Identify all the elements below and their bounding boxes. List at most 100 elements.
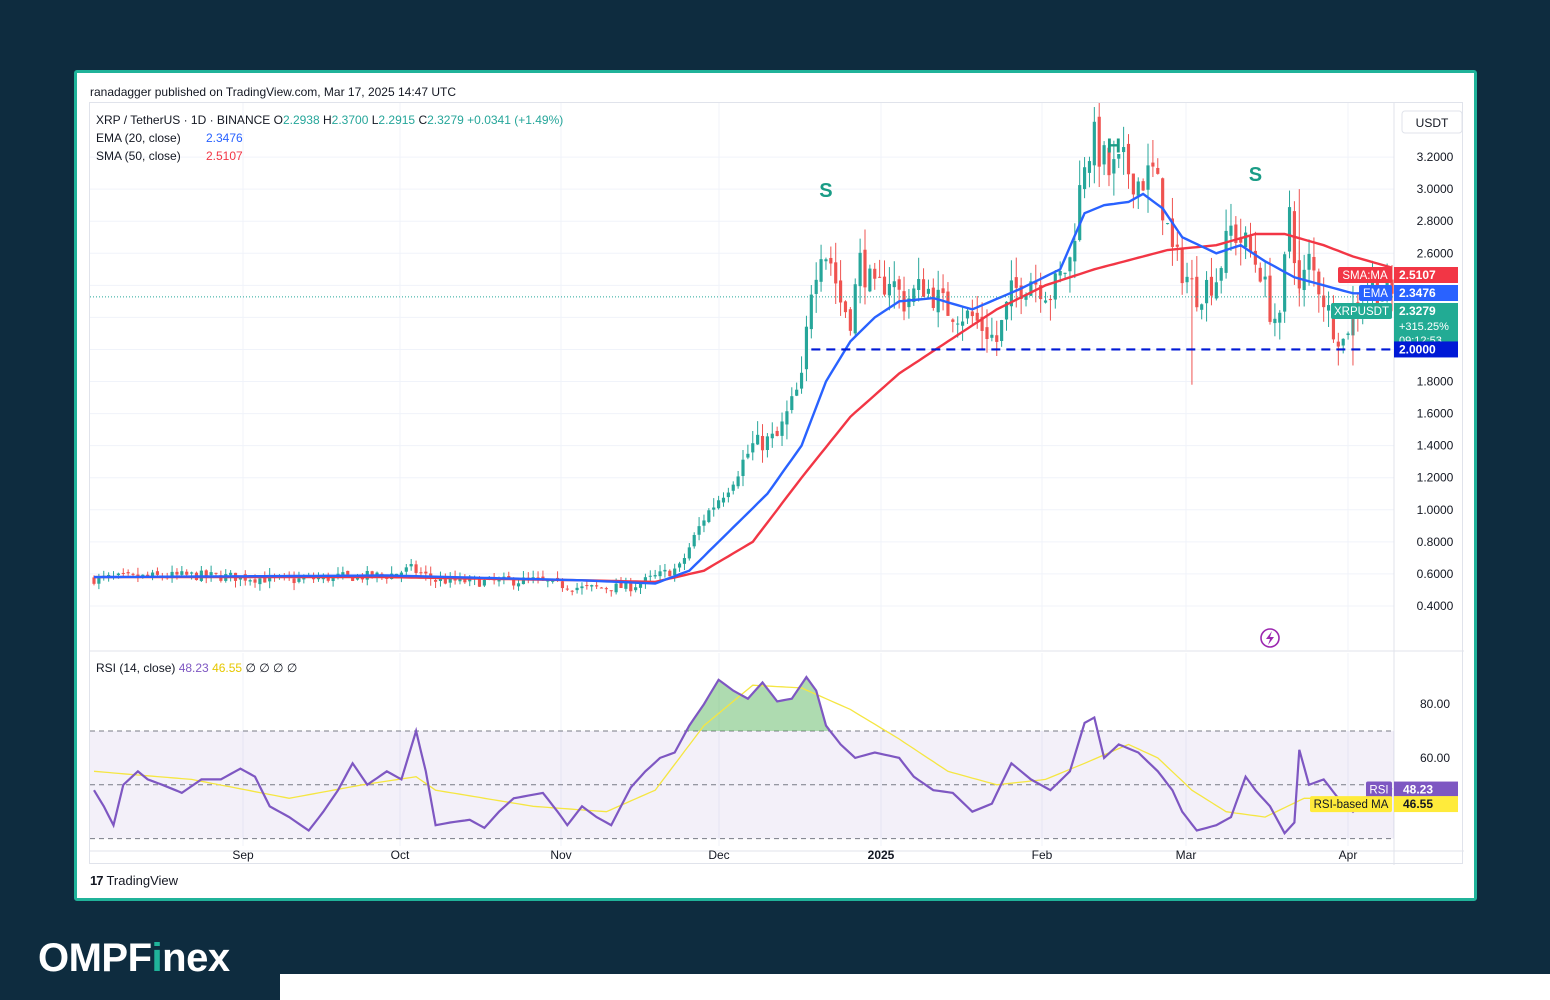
candle-body xyxy=(736,476,740,487)
legend-part: 2.3700 xyxy=(332,113,372,127)
time-tick-label: Apr xyxy=(1339,848,1358,862)
candle-body xyxy=(765,436,769,451)
rsi-ma-tag-label: RSI-based MA xyxy=(1314,799,1389,811)
candle-body xyxy=(1073,240,1077,262)
footer-bar xyxy=(280,974,1550,1000)
candle-body xyxy=(214,572,218,574)
chart-frame: ranadagger published on TradingView.com,… xyxy=(74,70,1477,901)
candle-body xyxy=(590,585,594,587)
candle-body xyxy=(1034,282,1038,285)
time-tick-label: Feb xyxy=(1032,848,1053,862)
candle-body xyxy=(858,252,862,287)
candle-body xyxy=(717,500,721,509)
candle-body xyxy=(1097,116,1101,167)
rsi-value-tag: RSI 48.23 xyxy=(1366,781,1458,798)
candle-body xyxy=(638,583,643,588)
candle-body xyxy=(692,534,696,547)
rsi-ma-value-tag: RSI-based MA 46.55 xyxy=(1310,796,1458,813)
candle-body xyxy=(536,577,540,579)
candle-body xyxy=(175,571,179,575)
candle-body xyxy=(990,334,994,338)
candle-body xyxy=(663,569,667,572)
candle-body xyxy=(1078,185,1082,241)
candle-body xyxy=(1268,275,1272,322)
candle-body xyxy=(1141,181,1145,191)
rsi-legend-part: ∅ ∅ ∅ ∅ xyxy=(245,661,297,675)
candle-body xyxy=(331,575,335,582)
candle-body xyxy=(790,396,794,411)
candle-body xyxy=(868,268,872,292)
tradingview-logo[interactable]: 17 TradingView xyxy=(90,873,178,888)
candle-body xyxy=(1004,301,1009,320)
candle-body xyxy=(853,284,857,334)
time-tick-label: Sep xyxy=(232,848,254,862)
candle-body xyxy=(185,571,189,575)
candle-body xyxy=(424,571,428,574)
candle-body xyxy=(248,580,252,582)
candle-body xyxy=(419,572,423,574)
candle-body xyxy=(760,435,765,451)
brand-logo: OMPFinex xyxy=(38,936,230,981)
candle-body xyxy=(921,279,926,297)
candle-body xyxy=(819,259,823,282)
level-tag-value: 2.0000 xyxy=(1399,342,1436,356)
candle-body xyxy=(746,453,750,458)
candle-body xyxy=(375,572,379,576)
sma-price-tag-value-bg xyxy=(1394,267,1458,283)
level-tag-bg xyxy=(1394,341,1458,358)
price-tick-label: 0.6000 xyxy=(1417,567,1454,581)
candle-body xyxy=(1165,223,1170,225)
brand-accent: i xyxy=(151,936,163,980)
price-tick-label: 1.8000 xyxy=(1417,375,1454,389)
candle-body xyxy=(829,257,833,264)
legend-sma-label: SMA (50, close) xyxy=(96,149,181,163)
sma-price-tag: SMA:MA 2.5107 xyxy=(1338,267,1458,283)
candle-body xyxy=(560,581,565,589)
candle-body xyxy=(677,563,682,568)
candle-body xyxy=(433,579,438,582)
rsi-tick-label: 80.00 xyxy=(1420,697,1450,711)
chart-svg[interactable]: S H S 3.2000 3.0000 2.8000 2.6000 1.8000 1.6000 1… xyxy=(90,97,1464,865)
brand-part1: OMPF xyxy=(38,936,152,980)
candle-body xyxy=(438,578,443,582)
candle-body xyxy=(980,316,984,331)
price-tick-label: 2.6000 xyxy=(1417,246,1454,260)
candle-body xyxy=(263,577,267,583)
candle-body xyxy=(887,283,891,296)
candle-body xyxy=(258,578,262,585)
legend-part: L xyxy=(372,113,379,127)
rsi-ma-tag-value: 46.55 xyxy=(1403,797,1433,811)
candle-body xyxy=(394,573,399,575)
candle-body xyxy=(497,578,501,582)
candle-body xyxy=(1263,276,1267,280)
candle-body xyxy=(1039,285,1043,300)
candle-body xyxy=(1175,244,1179,247)
candle-body xyxy=(351,575,355,581)
price-tick-label: 0.4000 xyxy=(1417,599,1454,613)
candle-body xyxy=(1019,285,1023,300)
candle-body xyxy=(1068,257,1072,272)
candle-body xyxy=(155,571,160,575)
legend-part: O xyxy=(274,113,283,127)
candle-body xyxy=(1195,276,1199,308)
level-price-tag: 2.0000 xyxy=(1394,341,1458,358)
candle-body xyxy=(1180,248,1184,284)
ema-price-tag-value-bg xyxy=(1394,285,1458,301)
candle-body xyxy=(131,573,135,575)
candle-body xyxy=(648,575,652,577)
candle-body xyxy=(121,572,125,574)
candle-body xyxy=(785,411,789,425)
ema-price-tag-label: EMA xyxy=(1363,288,1388,300)
candle-body xyxy=(721,497,726,503)
time-tick-label: 2025 xyxy=(868,848,895,862)
candle-body xyxy=(292,578,296,584)
candle-body xyxy=(975,312,979,321)
candle-body xyxy=(546,580,550,582)
sma-price-tag-label-bg xyxy=(1338,267,1392,283)
chart-panel[interactable]: S H S 3.2000 3.0000 2.8000 2.6000 1.8000 1.6000 1… xyxy=(89,97,1464,865)
price-tick-label: 3.0000 xyxy=(1417,182,1454,196)
candle-body xyxy=(346,570,350,575)
candle-body xyxy=(756,434,760,445)
candle-body xyxy=(1126,143,1131,175)
rsi-ma-tag-value-bg xyxy=(1394,796,1458,813)
